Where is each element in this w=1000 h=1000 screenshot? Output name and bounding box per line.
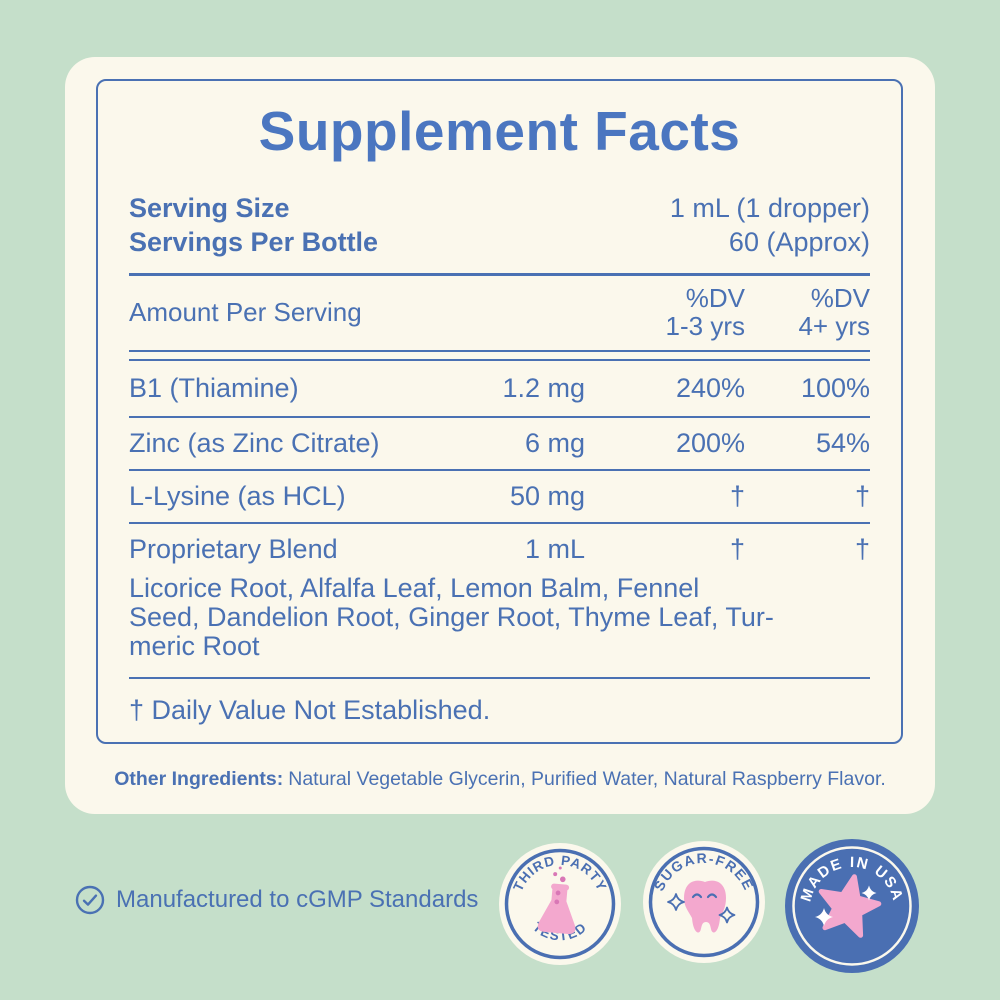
supplement-label-card: Supplement Facts Serving Size 1 mL (1 dr… xyxy=(65,57,935,814)
other-ingredients: Other Ingredients: Natural Vegetable Glyc… xyxy=(65,767,935,791)
nutrient-name: L-Lysine (as HCL) xyxy=(129,481,346,511)
servings-per-bottle-label: Servings Per Bottle xyxy=(129,227,379,257)
made-in-usa-badge: MADE IN USA xyxy=(785,839,919,973)
dv-header-4plus-yrs: %DV 4+ yrs xyxy=(798,283,870,341)
tooth-icon xyxy=(667,880,736,933)
nutrient-dv-1-3yrs: † xyxy=(729,481,745,511)
nutrient-dv-4plus-yrs: † xyxy=(854,481,870,511)
sparkle-icon xyxy=(667,893,685,911)
star-icon xyxy=(815,874,882,938)
table-header-row: Amount Per Serving %DV 1-3 yrs %DV 4+ yr… xyxy=(129,284,870,340)
serving-divider xyxy=(129,273,870,276)
nutrient-row-zinc: Zinc (as Zinc Citrate) 6 mg 200% 54% xyxy=(129,418,870,471)
sparkle-icon xyxy=(718,906,736,924)
cgmp-statement: Manufactured to cGMP Standards xyxy=(74,884,478,916)
other-ingredients-text: Natural Vegetable Glycerin, Purified Wat… xyxy=(288,768,886,790)
header-double-divider xyxy=(129,350,870,361)
nutrient-amount: 6 mg xyxy=(524,428,585,458)
nutrient-dv-4plus-yrs: 54% xyxy=(815,428,870,458)
flask-icon xyxy=(537,866,576,934)
serving-size-row: Serving Size 1 mL (1 dropper) xyxy=(129,191,870,225)
nutrient-dv-1-3yrs: 200% xyxy=(675,428,745,458)
other-ingredients-label: Other Ingredients: xyxy=(114,768,284,790)
nutrient-row-proprietary-blend: Proprietary Blend 1 mL † † xyxy=(129,524,870,574)
nutrient-dv-1-3yrs: 240% xyxy=(675,373,745,403)
footnote-divider xyxy=(129,677,870,679)
nutrient-dv-4plus-yrs: † xyxy=(854,533,870,564)
serving-size-label: Serving Size xyxy=(129,193,290,223)
cgmp-statement-text: Manufactured to cGMP Standards xyxy=(116,886,479,913)
daily-value-footnote: † Daily Value Not Established. xyxy=(129,695,491,725)
nutrient-dv-1-3yrs: † xyxy=(729,533,745,564)
check-circle-icon xyxy=(74,884,106,916)
nutrient-dv-4plus-yrs: 100% xyxy=(800,373,870,403)
serving-info: Serving Size 1 mL (1 dropper) Servings P… xyxy=(129,191,870,259)
sparkle-icon xyxy=(861,885,877,901)
nutrient-amount: 50 mg xyxy=(509,481,585,511)
proprietary-blend-description: Licorice Root, Alfalfa Leaf, Lemon Balm,… xyxy=(129,573,774,661)
servings-per-bottle-row: Servings Per Bottle 60 (Approx) xyxy=(129,225,870,259)
dv-header-1-3yrs: %DV 1-3 yrs xyxy=(665,283,745,341)
sparkle-icon xyxy=(815,908,833,926)
serving-size-value: 1 mL (1 dropper) xyxy=(669,193,870,223)
nutrient-name: Proprietary Blend xyxy=(129,533,338,564)
supplement-facts-title: Supplement Facts xyxy=(258,100,741,162)
sugar-free-badge: SUGAR-FREE xyxy=(643,841,765,963)
nutrient-row-b1-thiamine: B1 (Thiamine) 1.2 mg 240% 100% xyxy=(129,361,870,418)
nutrient-amount: 1.2 mg xyxy=(502,373,585,403)
amount-per-serving-header: Amount Per Serving xyxy=(129,296,362,327)
third-party-tested-badge: THIRD PARTY TESTED xyxy=(499,843,621,965)
nutrient-name: B1 (Thiamine) xyxy=(129,373,299,403)
supplement-facts-panel: Supplement Facts Serving Size 1 mL (1 dr… xyxy=(96,79,903,744)
nutrient-row-l-lysine: L-Lysine (as HCL) 50 mg † † xyxy=(129,471,870,524)
nutrient-name: Zinc (as Zinc Citrate) xyxy=(129,428,380,458)
servings-per-bottle-value: 60 (Approx) xyxy=(728,227,870,257)
nutrient-amount: 1 mL xyxy=(524,533,585,564)
